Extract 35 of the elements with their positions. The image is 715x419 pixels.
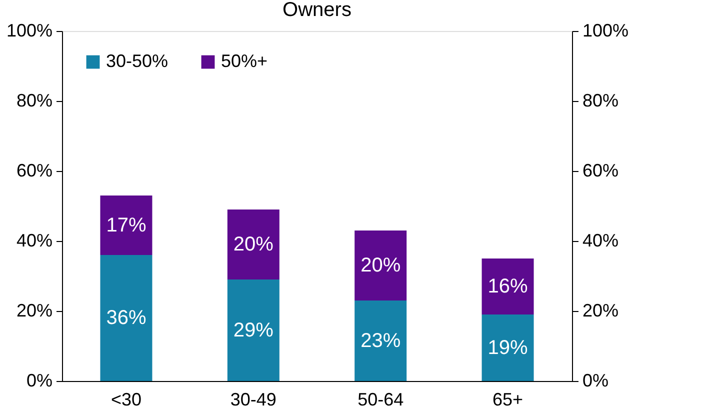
y-tick-label: 20% [16,300,52,320]
y2-tick-label: 80% [582,90,619,110]
bar [100,255,152,381]
bar [227,210,280,280]
y-tick-label: 60% [16,160,52,180]
y-tick-label: 80% [16,90,52,110]
legend-label: 30-50% [106,51,168,71]
chart-title: Owners [282,0,352,21]
y2-tick-label: 0% [582,370,609,390]
y-tick-label: 0% [26,370,52,390]
data-label: 19% [488,336,528,359]
data-label: 23% [360,330,401,352]
y2-tick-label: 100% [582,20,629,40]
bar [100,196,152,255]
y-tick-label: 100% [6,20,52,40]
data-label: 17% [106,214,146,236]
bar [354,300,407,381]
legend-label: 50%+ [221,51,268,71]
x-tick-label: 50-64 [358,390,404,410]
data-label: 36% [106,307,146,329]
x-tick-label: 30-49 [230,390,276,410]
y2-tick-label: 60% [582,160,619,180]
x-tick-label: 65+ [492,390,524,410]
bar [354,230,407,300]
data-label: 16% [488,276,528,298]
bar [227,280,280,381]
y2-tick-label: 40% [582,230,619,250]
bar [482,314,534,381]
bar [482,258,534,314]
y2-tick-label: 20% [582,300,619,320]
data-label: 20% [360,254,401,276]
x-tick-label: <30 [110,390,142,410]
y-tick-label: 40% [16,230,52,250]
data-label: 20% [233,234,274,256]
data-label: 29% [233,319,274,342]
